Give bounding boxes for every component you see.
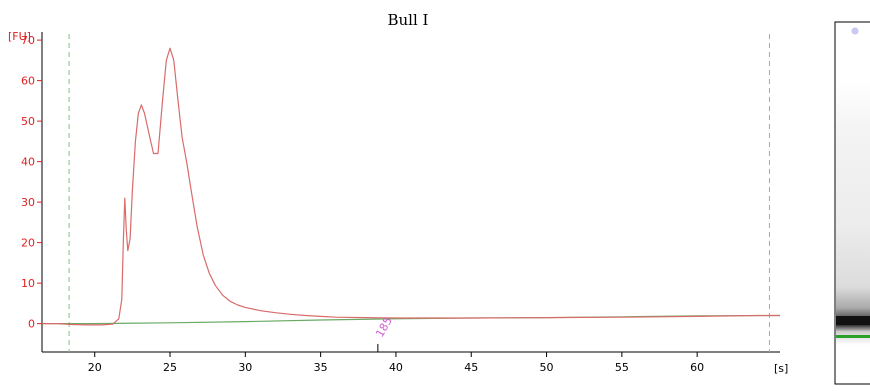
x-tick-label-3: 35: [314, 361, 328, 374]
data-point: [260, 310, 261, 311]
data-point: [132, 189, 133, 190]
data-point: [177, 96, 178, 97]
gel-lane-fill: [836, 80, 870, 345]
data-point: [237, 304, 238, 305]
data-point: [123, 242, 124, 243]
x-tick-label-0: 20: [88, 361, 102, 374]
gel-band: [836, 316, 870, 325]
data-point: [546, 317, 547, 318]
data-point: [697, 316, 698, 317]
data-point: [102, 324, 103, 325]
data-point: [138, 112, 139, 113]
data-point: [169, 48, 170, 49]
data-point: [245, 307, 246, 308]
data-point: [87, 324, 88, 325]
data-point: [144, 112, 145, 113]
data-point: [135, 141, 136, 142]
x-axis-ticks: 20 25 30 35 40 45 50 55 60: [88, 352, 704, 374]
data-point: [230, 301, 231, 302]
data-point: [245, 321, 246, 322]
data-point: [56, 323, 57, 324]
x-tick-label-8: 60: [690, 361, 704, 374]
y-tick-label-2: 20: [21, 237, 35, 250]
data-point: [275, 312, 276, 313]
data-point: [215, 285, 216, 286]
data-point: [72, 324, 73, 325]
data-point: [222, 295, 223, 296]
x-tick-label-4: 40: [389, 361, 403, 374]
y-tick-label-6: 60: [21, 75, 35, 88]
data-point: [209, 272, 210, 273]
y-tick-label-5: 50: [21, 115, 35, 128]
peak-annotation: 185: [373, 315, 395, 352]
data-point: [365, 317, 366, 318]
y-tick-label-0: 0: [28, 318, 35, 331]
plot-area: [41, 32, 780, 353]
y-tick-label-3: 30: [21, 196, 35, 209]
data-point: [157, 153, 158, 154]
data-point: [130, 238, 131, 239]
data-point: [181, 137, 182, 138]
data-point: [395, 317, 396, 318]
gel-dot: [851, 27, 859, 35]
data-point: [166, 60, 167, 61]
data-point: [779, 315, 780, 316]
marker-lines: [68, 34, 770, 352]
x-tick-label-6: 50: [540, 361, 554, 374]
data-point: [197, 226, 198, 227]
y-tick-label-4: 40: [21, 156, 35, 169]
data-point: [186, 161, 187, 162]
data-point: [471, 317, 472, 318]
data-point: [112, 323, 113, 324]
y-axis-unit-label: [FU]: [8, 30, 31, 43]
chart-title: Bull I: [388, 11, 429, 29]
data-point: [203, 254, 204, 255]
data-point: [621, 317, 622, 318]
data-point: [141, 104, 142, 105]
data-point: [173, 60, 174, 61]
data-point: [124, 197, 125, 198]
data-point: [153, 153, 154, 154]
data-point: [305, 315, 306, 316]
data-point: [320, 319, 321, 320]
data-point: [118, 318, 119, 319]
x-axis-unit-label: [s]: [774, 362, 788, 375]
y-axis-ticks: 0 10 20 30 40 50 60 70: [21, 34, 42, 331]
x-tick-label-7: 55: [615, 361, 629, 374]
data-point: [191, 189, 192, 190]
data-point: [320, 316, 321, 317]
data-point: [94, 323, 95, 324]
gel-lower-marker: [836, 335, 870, 338]
x-tick-label-2: 30: [238, 361, 252, 374]
data-point: [335, 317, 336, 318]
data-point: [148, 133, 149, 134]
data-point: [169, 322, 170, 323]
series-line-0: [42, 47, 780, 326]
data-point: [41, 323, 42, 324]
data-point: [162, 100, 163, 101]
y-tick-label-1: 10: [21, 277, 35, 290]
y-tick-label-7: 70: [21, 34, 35, 47]
x-tick-label-1: 25: [163, 361, 177, 374]
data-series: [41, 47, 781, 326]
data-point: [757, 315, 758, 316]
x-tick-label-5: 45: [464, 361, 478, 374]
data-point: [127, 250, 128, 251]
data-point: [121, 299, 122, 300]
gel-lane-image: [834, 21, 870, 385]
data-point: [126, 230, 127, 231]
data-point: [290, 314, 291, 315]
